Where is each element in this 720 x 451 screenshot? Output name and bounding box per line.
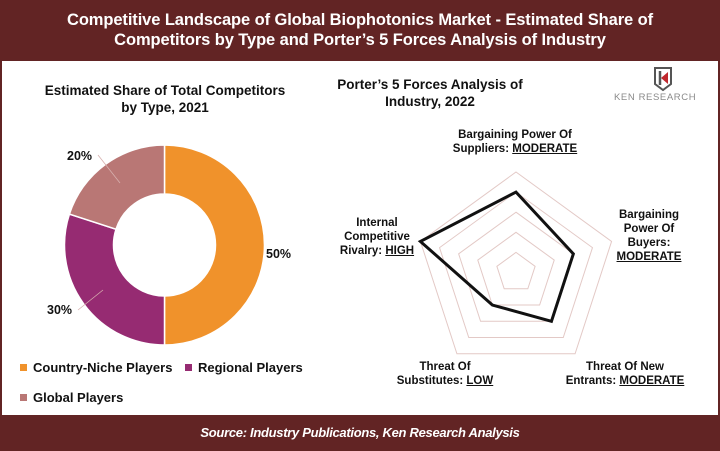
leader-line-30	[77, 289, 104, 311]
legend-label-global: Global Players	[33, 390, 124, 405]
radar-grid-ring	[438, 191, 594, 339]
radar-label-buyers: Bargaining Power Of Buyers: MODERATE	[607, 208, 691, 264]
legend-item-country-niche: Country-Niche Players	[20, 360, 172, 375]
donut-label-regional: 30%	[47, 303, 73, 317]
legend-marker-global	[20, 394, 27, 401]
entrants-label-line-2: Entrants:	[565, 375, 620, 387]
ken-research-logo-icon	[654, 67, 672, 92]
donut-chart	[63, 144, 266, 346]
suppliers-label-line-2: Suppliers:	[452, 143, 513, 155]
leader-line-20	[97, 154, 121, 184]
source-text: Source: Industry Publications, Ken Resea…	[200, 425, 520, 440]
donut-slice-global	[68, 144, 166, 231]
legend-label-country-niche: Country-Niche Players	[33, 360, 173, 375]
entrants-label-line-1: Threat Of New	[586, 361, 664, 373]
suppliers-rating: MODERATE	[512, 143, 578, 155]
substitutes-label-line-1: Threat Of	[419, 361, 471, 373]
rivalry-label-line-1: Internal	[356, 217, 398, 229]
header-banner: Competitive Landscape of Global Biophoto…	[0, 0, 720, 61]
buyers-label-line-2: Power Of	[623, 223, 675, 235]
suppliers-label-line-1: Bargaining Power Of	[458, 129, 572, 141]
radar-label-substitutes: Threat Of Substitutes: LOW	[385, 360, 505, 388]
legend-marker-country-niche	[20, 364, 27, 371]
radar-chart-title: Porter’s 5 Forces Analysis of Industry, …	[330, 76, 530, 110]
radar-label-suppliers: Bargaining Power Of Suppliers: MODERATE	[420, 128, 610, 156]
rivalry-label-line-3: Rivalry:	[339, 245, 386, 257]
legend-label-regional: Regional Players	[198, 360, 303, 375]
buyers-rating: MODERATE	[616, 251, 682, 263]
legend-item-global: Global Players	[20, 390, 123, 405]
rivalry-rating: HIGH	[385, 245, 415, 257]
donut-slice-country-niche	[163, 144, 266, 346]
legend-marker-regional	[185, 364, 192, 371]
radar-grid-ring	[477, 231, 555, 306]
donut-chart-title: Estimated Share of Total Competitors by …	[20, 82, 310, 116]
radar-grid-ring	[419, 171, 613, 355]
logo-text: KEN RESEARCH	[614, 92, 697, 103]
radar-label-new-entrants: Threat Of New Entrants: MODERATE	[555, 360, 695, 388]
donut-label-global: 20%	[67, 149, 93, 163]
donut-title-line-2: by Type, 2021	[121, 100, 209, 115]
radar-grid-ring	[496, 251, 536, 290]
radar-title-line-2: Industry, 2022	[385, 94, 475, 109]
radar-label-rivalry: Internal Competitive Rivalry: HIGH	[334, 216, 420, 258]
legend-item-regional: Regional Players	[185, 360, 303, 375]
donut-title-line-1: Estimated Share of Total Competitors	[44, 83, 286, 98]
substitutes-rating: LOW	[466, 375, 494, 387]
donut-slice-regional	[63, 213, 166, 346]
buyers-label-line-3: Buyers:	[627, 237, 671, 249]
donut-label-country-niche: 50%	[266, 247, 292, 261]
radar-chart	[417, 171, 613, 355]
main-title-line-2: Competitors by Type and Porter’s 5 Force…	[114, 31, 606, 49]
radar-data-polygon	[417, 190, 576, 324]
buyers-label-line-1: Bargaining	[618, 209, 680, 221]
entrants-rating: MODERATE	[619, 375, 685, 387]
rivalry-label-line-2: Competitive	[344, 231, 410, 243]
radar-title-line-1: Porter’s 5 Forces Analysis of	[337, 77, 523, 92]
substitutes-label-line-2: Substitutes:	[396, 375, 467, 387]
source-footer: Source: Industry Publications, Ken Resea…	[0, 415, 720, 451]
radar-grid-ring	[458, 211, 574, 322]
main-title-line-1: Competitive Landscape of Global Biophoto…	[67, 11, 653, 29]
